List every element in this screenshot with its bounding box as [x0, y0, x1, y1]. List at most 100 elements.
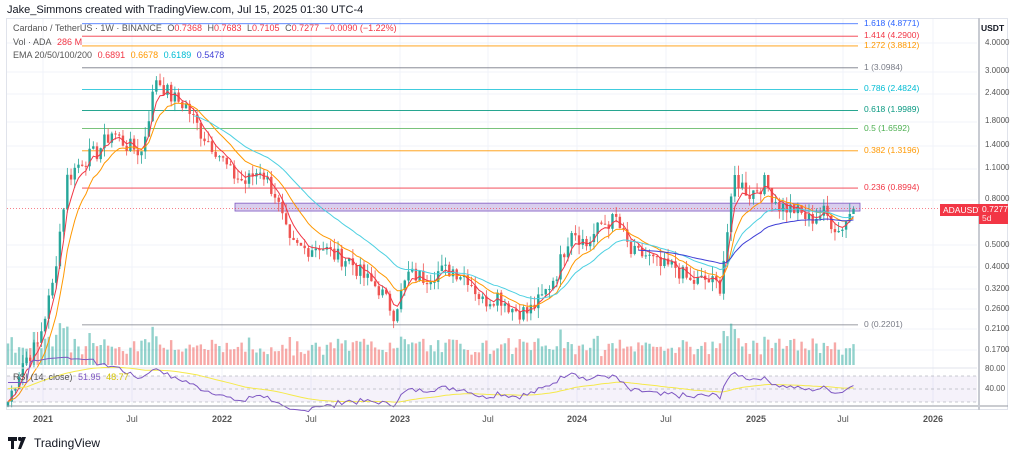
candle-body: [329, 247, 332, 249]
volume-bar: [459, 343, 462, 365]
volume-bar: [414, 343, 418, 365]
candle-body: [366, 273, 369, 278]
candle-body: [162, 85, 165, 95]
candle-body: [258, 172, 262, 174]
candle-body: [503, 303, 507, 306]
volume-bar: [36, 343, 39, 365]
volume-bar: [759, 354, 762, 365]
volume-bar: [229, 349, 232, 365]
resistance-zone: [234, 202, 861, 212]
volume-bar: [262, 351, 266, 365]
tradingview-logo[interactable]: TradingView: [8, 436, 100, 450]
time-tick: 2025: [745, 414, 767, 424]
volume-bar: [700, 345, 703, 365]
candle-body: [233, 165, 236, 179]
currency-label[interactable]: USDT: [981, 23, 1005, 33]
candle-body: [833, 229, 837, 233]
volume-bar: [444, 342, 447, 365]
candle-body: [77, 164, 80, 168]
volume-bar: [841, 354, 844, 365]
volume-bar: [511, 354, 514, 365]
volume-bar: [307, 350, 310, 365]
candle-body: [741, 182, 744, 188]
symbol-legend: Cardano / TetherUS · 1W · BINANCE O0.736…: [13, 23, 400, 33]
time-tick: 2022: [211, 414, 233, 424]
candle-body: [607, 224, 610, 229]
candle-body: [500, 292, 503, 306]
candle-body: [815, 218, 818, 224]
volume-bar: [77, 346, 80, 365]
volume-bar: [32, 331, 36, 365]
rsi-ma-line: [7, 366, 854, 403]
volume-bar: [622, 348, 625, 365]
volume-bar: [440, 352, 444, 365]
volume-bar: [73, 338, 76, 365]
time-tick: Jul: [305, 414, 317, 424]
volume-bar: [399, 336, 403, 365]
volume-bar: [770, 348, 774, 365]
candle-body: [770, 188, 774, 203]
candle-body: [169, 84, 173, 102]
volume-bar: [537, 338, 540, 365]
volume-bar: [522, 341, 525, 365]
volume-bar: [626, 346, 629, 365]
price-tick: 1.8000: [985, 115, 1010, 125]
candle-body: [411, 268, 414, 272]
candle-body: [425, 283, 429, 285]
candle-body: [722, 260, 725, 294]
volume-bar: [492, 350, 495, 365]
volume-bar: [14, 352, 17, 365]
candle-body: [188, 103, 191, 114]
candle-body: [310, 250, 314, 257]
volume-bar: [733, 329, 737, 365]
candle-body: [110, 133, 114, 143]
volume-bar: [288, 337, 292, 365]
candle-body: [444, 264, 447, 266]
volume-bar: [503, 343, 507, 365]
volume-bar: [637, 342, 640, 365]
volume-bar: [340, 343, 343, 365]
candle-body: [129, 138, 132, 151]
volume-bar: [88, 333, 91, 365]
volume-bar: [251, 349, 254, 365]
volume-bar: [233, 349, 236, 365]
candle-body: [288, 224, 292, 238]
candle-body: [221, 156, 225, 158]
rsi-label[interactable]: RSI (14, close): [13, 372, 73, 382]
volume-bar: [381, 349, 384, 365]
candle-body: [240, 178, 243, 181]
candle-body: [251, 173, 254, 177]
fib-level-label: 0.618 (1.9989): [864, 104, 920, 115]
ema-label[interactable]: EMA 20/50/100/200: [13, 50, 93, 60]
candle-body: [114, 133, 117, 135]
fib-level-label: 1.618 (4.8771): [864, 17, 920, 28]
volume-bar: [351, 342, 355, 365]
high-label: H: [207, 23, 214, 33]
volume-bar: [273, 351, 277, 365]
symbol-name[interactable]: Cardano / TetherUS · 1W · BINANCE: [13, 23, 162, 33]
candle-body: [14, 388, 17, 391]
candle-body: [488, 304, 492, 307]
rsi-ma-value: 48.77: [106, 372, 129, 382]
price-tick: 3.0000: [985, 65, 1010, 75]
volume-bar: [258, 348, 262, 365]
volume-label[interactable]: Vol · ADA: [13, 37, 52, 47]
candle-body: [277, 197, 280, 202]
volume-bar: [403, 339, 406, 365]
volume-bar: [540, 346, 544, 365]
candle-body: [370, 273, 373, 282]
candle-body: [229, 164, 232, 166]
candle-body: [462, 275, 466, 278]
volume-bar: [29, 348, 32, 365]
candle-body: [318, 248, 321, 251]
volume-bar: [118, 347, 121, 365]
candle-body: [203, 138, 206, 142]
volume-bar: [533, 341, 536, 365]
candle-body: [58, 231, 62, 267]
volume-bar: [333, 348, 336, 365]
volume-bar: [425, 351, 429, 365]
price-tick: 2.4000: [985, 87, 1010, 97]
candle-body: [525, 307, 529, 314]
candle-body: [674, 261, 677, 268]
